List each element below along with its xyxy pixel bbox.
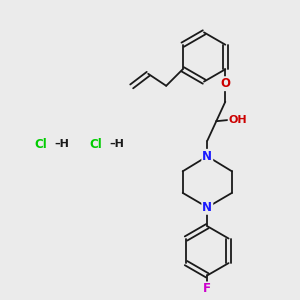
Text: F: F bbox=[203, 282, 211, 296]
Text: –H: –H bbox=[54, 139, 69, 149]
Text: –H: –H bbox=[110, 139, 124, 149]
Text: N: N bbox=[202, 201, 212, 214]
Text: OH: OH bbox=[229, 115, 247, 125]
Text: Cl: Cl bbox=[34, 137, 47, 151]
Text: N: N bbox=[202, 150, 212, 163]
Text: Cl: Cl bbox=[90, 137, 102, 151]
Text: O: O bbox=[220, 77, 230, 90]
